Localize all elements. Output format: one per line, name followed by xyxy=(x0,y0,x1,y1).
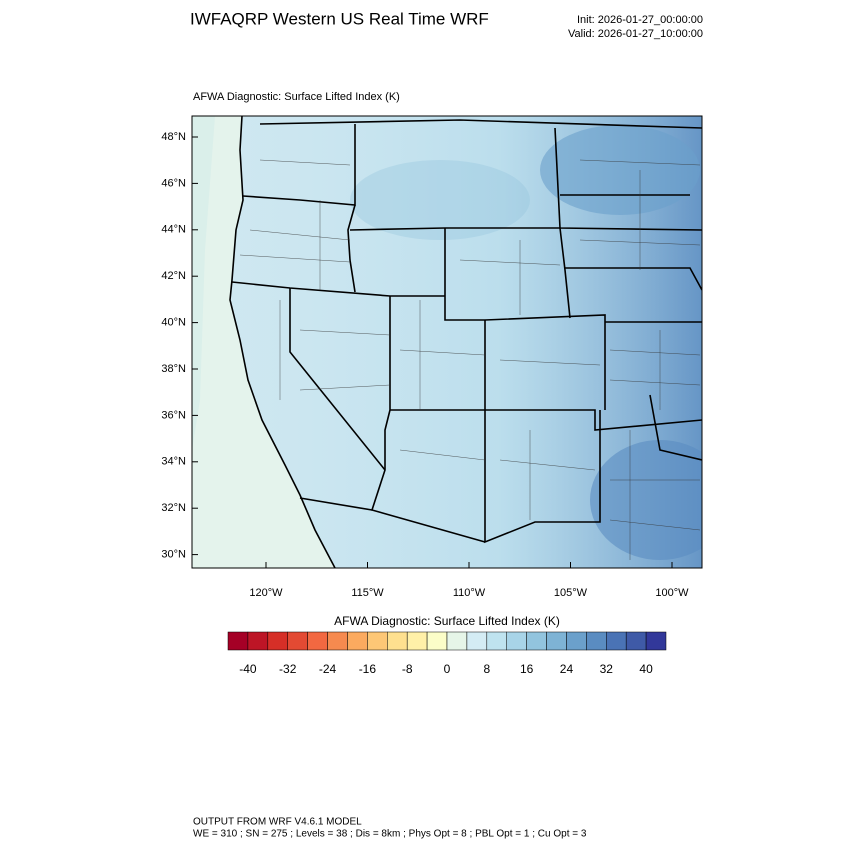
colorbar-box xyxy=(387,631,408,651)
colorbar-box xyxy=(466,631,488,651)
border xyxy=(565,267,702,291)
colorbar-box xyxy=(267,631,288,651)
colorbar-tick-label: 8 xyxy=(483,662,490,676)
colorbar-box xyxy=(426,631,448,651)
colorbar-tick-label: 32 xyxy=(600,662,614,676)
border xyxy=(484,320,601,544)
border xyxy=(554,127,702,231)
border xyxy=(231,281,445,297)
shading xyxy=(540,125,700,215)
colorbar-box xyxy=(327,631,348,651)
border xyxy=(242,124,356,206)
footer-line: WE = 310 ; SN = 275 ; Levels = 38 ; Dis … xyxy=(193,829,587,840)
colorbar-tick-label: 24 xyxy=(560,662,574,676)
colorbar-box xyxy=(546,631,567,651)
ocean xyxy=(192,116,335,568)
colorbar-box xyxy=(625,631,647,651)
colorbar-tick-label: -24 xyxy=(319,662,337,676)
coastline xyxy=(229,116,336,568)
lat-tick-label: 34°N xyxy=(161,456,186,468)
map-frame xyxy=(191,115,703,569)
lon-tick-label: 100°W xyxy=(655,587,689,599)
border xyxy=(349,227,446,231)
border xyxy=(289,288,386,471)
lat-tick-label: 30°N xyxy=(161,549,186,561)
lat-tick-label: 36°N xyxy=(161,409,186,421)
colorbar-box xyxy=(247,631,269,651)
colorbar-tick-label: 40 xyxy=(639,662,653,676)
colorbar-box xyxy=(486,631,507,651)
colorbar-box xyxy=(406,631,428,651)
lat-tick-label: 48°N xyxy=(161,131,186,143)
shading xyxy=(350,160,530,240)
border xyxy=(370,296,486,543)
init-time: Init: 2026-01-27_00:00:00 xyxy=(577,14,703,26)
colorbar-box xyxy=(307,631,328,651)
lon-tick-label: 105°W xyxy=(554,587,588,599)
border xyxy=(299,497,373,511)
border xyxy=(259,119,702,129)
colorbar-box xyxy=(287,631,308,651)
map xyxy=(192,116,702,568)
county-lines xyxy=(239,159,701,560)
lon-tick-label: 120°W xyxy=(249,587,283,599)
lat-tick-label: 38°N xyxy=(161,363,186,375)
colorbar-tick-label: 16 xyxy=(520,662,534,676)
map-subtitle: AFWA Diagnostic: Surface Lifted Index (K… xyxy=(193,91,400,103)
shading xyxy=(590,440,702,560)
colorbar-box xyxy=(606,631,627,651)
colorbar-tick-label: -32 xyxy=(279,662,297,676)
footer-line: OUTPUT FROM WRF V4.6.1 MODEL xyxy=(193,817,362,828)
lat-tick-label: 40°N xyxy=(161,317,186,329)
lon-tick-label: 115°W xyxy=(351,587,384,599)
colorbar-tick-label: -8 xyxy=(402,662,413,676)
colorbar-tick-label: -16 xyxy=(359,662,377,676)
border xyxy=(445,227,571,319)
lat-tick-label: 46°N xyxy=(161,177,186,189)
title: IWFAQRP Western US Real Time WRF xyxy=(190,9,489,28)
lat-tick-label: 44°N xyxy=(161,224,186,236)
colorbar-box xyxy=(566,631,587,651)
colorbar-box xyxy=(506,631,527,651)
colorbar-box xyxy=(446,631,468,651)
border xyxy=(390,409,702,431)
lon-tick-label: 110°W xyxy=(453,587,486,599)
colorbar-tick-label: -40 xyxy=(239,662,257,676)
lat-tick-label: 32°N xyxy=(161,502,186,514)
colorbar-box xyxy=(347,631,368,651)
colorbar-box xyxy=(367,631,388,651)
colorbar-box xyxy=(526,631,547,651)
border xyxy=(649,394,702,461)
colorbar-box xyxy=(586,631,607,651)
lat-tick-label: 42°N xyxy=(161,270,186,282)
colorbar-title: AFWA Diagnostic: Surface Lifted Index (K… xyxy=(334,614,560,628)
colorbar-box xyxy=(227,631,249,651)
colorbar-tick-label: 0 xyxy=(444,662,451,676)
border xyxy=(347,204,356,293)
valid-time: Valid: 2026-01-27_10:00:00 xyxy=(568,28,703,40)
ocean xyxy=(192,116,215,450)
colorbar-box xyxy=(645,631,667,651)
